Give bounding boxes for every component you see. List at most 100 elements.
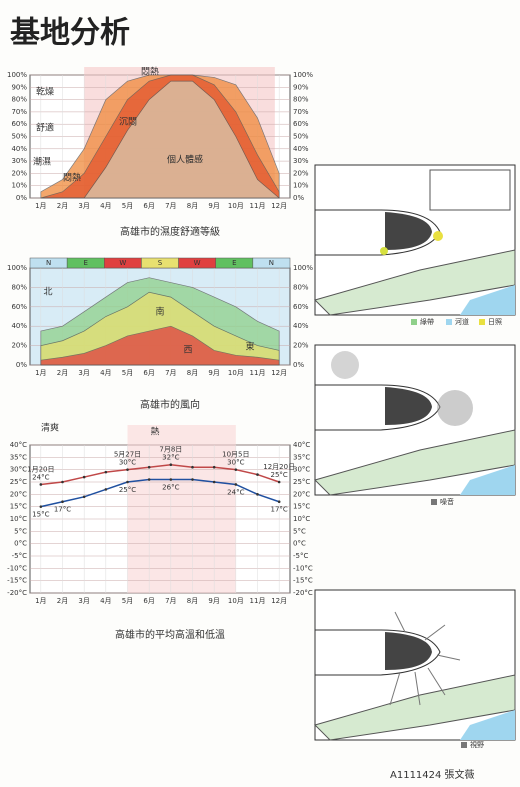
x-tick-label: 5月	[122, 202, 133, 210]
annotation: 乾燥	[36, 86, 54, 98]
x-tick-label: 9月	[208, 597, 219, 605]
x-tick-label: 12月	[271, 369, 287, 377]
y-tick-label: 20%	[11, 169, 27, 177]
y-tick-label: -5°C	[12, 552, 27, 560]
value-label: 17°C	[54, 506, 71, 514]
x-tick-label: 8月	[187, 369, 198, 377]
legend-swatch	[411, 319, 417, 325]
value-label: 24°C	[32, 473, 49, 481]
x-tick-label: 4月	[100, 597, 111, 605]
value-label: 25°C	[119, 486, 136, 494]
y-tick-label-right: 10%	[293, 182, 309, 190]
y-tick-label-right: -15°C	[293, 577, 313, 585]
y-tick-label-right: -20°C	[293, 589, 313, 597]
legend-swatch	[461, 742, 467, 748]
y-tick-label-right: 40°C	[293, 441, 310, 449]
y-tick-label-right: 80%	[293, 96, 309, 104]
y-tick-label-right: -10°C	[293, 564, 313, 572]
point	[256, 473, 259, 476]
x-tick-label: 6月	[143, 202, 154, 210]
x-tick-label: 7月	[165, 369, 176, 377]
y-tick-label-right: 90%	[293, 83, 309, 91]
direction-label: N	[46, 259, 51, 267]
x-tick-label: 11月	[250, 202, 266, 210]
annotation: 東	[245, 341, 254, 353]
point	[191, 478, 194, 481]
point	[234, 483, 238, 486]
y-tick-label: 20%	[11, 342, 27, 350]
value-label: 30°C	[119, 459, 136, 467]
chart-caption: 高雄市的風向	[140, 398, 200, 411]
y-tick-label: 80%	[11, 96, 27, 104]
point	[39, 483, 43, 486]
direction-label: W	[194, 259, 201, 267]
direction-label: N	[269, 259, 274, 267]
y-tick-label-right: 0°C	[293, 540, 306, 548]
x-tick-label: 1月	[35, 369, 46, 377]
annotation: 北	[43, 287, 52, 298]
y-tick-label: 100%	[7, 71, 27, 79]
chart-caption: 高雄市的平均高溫和低溫	[115, 628, 225, 641]
legend-label: 視野	[470, 740, 484, 749]
x-tick-label: 10月	[228, 597, 244, 605]
y-tick-label: 60%	[11, 303, 27, 311]
y-tick-label: 35°C	[10, 453, 27, 461]
y-tick-label: 5°C	[14, 527, 27, 535]
point	[277, 480, 281, 484]
y-tick-label: 40°C	[10, 441, 27, 449]
y-tick-label-right: 20°C	[293, 490, 310, 498]
y-tick-label-right: 40%	[293, 322, 309, 330]
y-tick-label-right: 30°C	[293, 466, 310, 474]
annotation: 悶熱	[141, 66, 159, 78]
direction-label: E	[83, 259, 87, 267]
y-tick-label: -10°C	[7, 564, 27, 572]
y-tick-label-right: 35°C	[293, 453, 310, 461]
point	[104, 470, 108, 474]
value-label: 24°C	[227, 488, 244, 496]
y-tick-label: 10%	[11, 182, 27, 190]
point	[169, 463, 173, 467]
legend-label: 綠帶	[420, 317, 434, 326]
x-tick-label: 2月	[57, 369, 68, 377]
date-label: 7月8日	[159, 446, 182, 454]
y-tick-label: 25°C	[10, 478, 27, 486]
chart-caption: 高雄市的濕度舒適等級	[120, 225, 220, 238]
x-tick-label: 4月	[100, 202, 111, 210]
x-tick-label: 11月	[250, 597, 266, 605]
x-tick-label: 1月	[35, 202, 46, 210]
line	[40, 478, 280, 508]
value-label: 25°C	[271, 471, 288, 479]
x-tick-label: 4月	[100, 369, 111, 377]
y-tick-label-right: 10°C	[293, 515, 310, 523]
x-tick-label: 12月	[271, 202, 287, 210]
season-band	[127, 425, 236, 593]
page-title: 基地分析	[10, 16, 130, 51]
y-tick-label: 100%	[7, 264, 27, 272]
y-tick-label-right: 40%	[293, 145, 309, 153]
legend-label: 河道	[455, 317, 469, 326]
value-label: 17°C	[271, 506, 288, 514]
point	[126, 480, 129, 484]
x-tick-label: 10月	[228, 202, 244, 210]
annotation: 西	[183, 345, 192, 356]
value-label: 32°C	[162, 454, 179, 462]
y-tick-label-right: 25°C	[293, 478, 310, 486]
x-tick-label: 2月	[57, 202, 68, 210]
point	[256, 493, 259, 496]
x-tick-label: 9月	[208, 369, 219, 377]
y-tick-label: 30°C	[10, 466, 27, 474]
site-map	[314, 164, 516, 316]
y-tick-label-right: 100%	[293, 264, 313, 272]
value-label: 26°C	[162, 484, 179, 492]
x-tick-label: 1月	[35, 597, 46, 605]
area	[40, 80, 281, 199]
annotation: 清爽	[41, 422, 59, 434]
y-tick-label: 15°C	[10, 503, 27, 511]
point	[126, 468, 129, 471]
y-tick-label-right: 60%	[293, 120, 309, 128]
point	[61, 500, 64, 504]
x-tick-label: 3月	[78, 202, 89, 210]
x-tick-label: 8月	[187, 202, 198, 210]
area	[40, 325, 280, 366]
